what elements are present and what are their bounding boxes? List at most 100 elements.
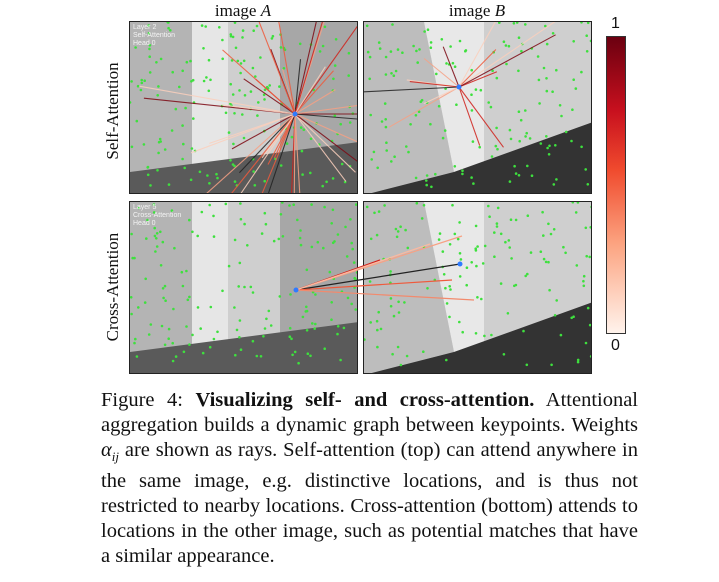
keypoint xyxy=(235,328,239,332)
keypoint xyxy=(297,361,300,365)
keypoint xyxy=(480,297,483,301)
keypoint xyxy=(227,131,231,134)
keypoint xyxy=(251,291,255,294)
keypoint xyxy=(259,56,262,59)
keypoint xyxy=(453,65,457,68)
keypoint xyxy=(350,241,353,245)
keypoint xyxy=(301,315,305,319)
attention-ray xyxy=(139,85,296,115)
keypoint xyxy=(393,155,396,158)
keypoint xyxy=(572,78,575,81)
keypoint xyxy=(517,36,521,39)
keypoint xyxy=(149,323,153,326)
keypoint xyxy=(262,93,266,97)
keypoint xyxy=(321,44,325,48)
keypoint xyxy=(564,251,567,255)
keypoint xyxy=(332,277,335,280)
keypoint xyxy=(263,88,267,92)
attention-ray xyxy=(423,86,460,105)
keypoint xyxy=(458,320,461,324)
keypoint xyxy=(155,237,158,240)
attention-ray xyxy=(258,22,296,115)
keypoint xyxy=(238,89,241,92)
keypoint xyxy=(180,270,184,274)
keypoint xyxy=(586,22,590,25)
keypoint xyxy=(268,84,271,87)
keypoint xyxy=(570,139,573,143)
keypoint xyxy=(189,178,193,182)
keypoint xyxy=(545,89,549,93)
keypoint xyxy=(143,301,147,304)
keypoint xyxy=(162,296,165,300)
keypoint xyxy=(365,24,369,28)
keypoint xyxy=(389,50,393,53)
keypoint xyxy=(263,179,266,183)
keypoint xyxy=(144,277,147,281)
caption-math-sub: ij xyxy=(111,449,119,465)
keypoint xyxy=(369,113,372,117)
keypoint xyxy=(185,325,188,328)
keypoint xyxy=(330,222,333,225)
door-panel xyxy=(192,22,228,193)
keypoint xyxy=(548,144,551,148)
keypoint xyxy=(470,68,473,72)
keypoint xyxy=(483,244,487,248)
keypoint xyxy=(585,254,588,258)
wall-right xyxy=(484,22,591,162)
keypoint xyxy=(174,107,178,111)
keypoint xyxy=(252,170,255,173)
keypoint xyxy=(163,343,167,347)
keypoint xyxy=(570,316,573,320)
caption-prefix: Figure 4: xyxy=(101,389,196,411)
keypoint xyxy=(207,89,211,93)
keypoint xyxy=(508,128,512,132)
keypoint xyxy=(494,144,498,148)
keypoint xyxy=(339,122,342,126)
keypoint xyxy=(300,149,304,153)
keypoint xyxy=(299,243,303,247)
keypoint xyxy=(443,129,447,132)
keypoint xyxy=(544,24,547,28)
keypoint xyxy=(262,335,265,338)
keypoint xyxy=(206,174,209,177)
keypoint xyxy=(167,183,171,186)
keypoint xyxy=(495,76,499,80)
keypoint xyxy=(232,142,235,146)
keypoint xyxy=(458,39,462,43)
attention-ray xyxy=(293,113,296,193)
keypoint xyxy=(288,204,291,207)
keypoint xyxy=(130,101,132,104)
keypoint xyxy=(564,130,568,134)
keypoint xyxy=(493,231,496,234)
layer-overlay-text: Layer 5 Cross-Attention Head 0 xyxy=(133,204,182,227)
keypoint xyxy=(394,227,398,231)
keypoint xyxy=(582,279,585,283)
keypoint xyxy=(576,360,580,364)
keypoint xyxy=(438,232,442,235)
keypoint xyxy=(555,299,558,302)
keypoint xyxy=(269,324,273,327)
keypoint xyxy=(382,257,385,261)
keypoint xyxy=(305,329,309,332)
keypoint xyxy=(209,78,212,82)
figure-caption: Figure 4: Visualizing self- and cross-at… xyxy=(101,388,638,569)
keypoint xyxy=(514,218,518,222)
keypoint xyxy=(309,137,313,141)
keypoint xyxy=(403,301,406,304)
keypoint xyxy=(147,32,151,35)
query-keypoint xyxy=(456,84,462,90)
keypoint xyxy=(351,247,354,251)
keypoint xyxy=(476,245,479,248)
keypoint xyxy=(267,309,271,313)
keypoint xyxy=(525,363,529,367)
keypoint xyxy=(334,38,338,41)
keypoint xyxy=(263,327,267,330)
keypoint xyxy=(200,24,204,27)
keypoint xyxy=(152,203,156,206)
keypoint xyxy=(172,307,175,311)
keypoint xyxy=(314,322,317,326)
keypoint xyxy=(243,222,246,226)
keypoint xyxy=(278,85,281,88)
keypoint xyxy=(163,148,167,151)
keypoint xyxy=(160,324,164,328)
